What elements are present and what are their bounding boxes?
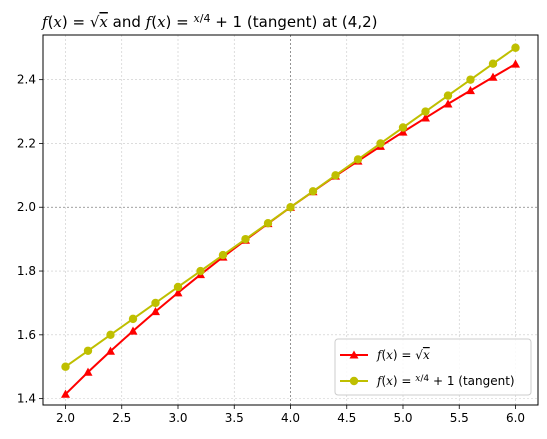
- data-point-triangle: [511, 59, 520, 68]
- y-axis: 1.4 1.6 1.8 2.0 2.2 2.4: [17, 73, 43, 406]
- y-tick-label: 2.0: [17, 200, 36, 214]
- series-tangent: [61, 43, 520, 371]
- data-point-triangle: [421, 113, 430, 122]
- data-point-circle: [443, 91, 453, 100]
- data-point-triangle: [466, 86, 475, 95]
- series-layer: [61, 43, 520, 398]
- data-point-circle: [61, 362, 70, 371]
- x-tick-label: 3.5: [225, 411, 244, 425]
- data-point-circle: [376, 139, 385, 148]
- data-point-circle: [488, 59, 498, 68]
- y-tick-label: 1.8: [17, 264, 36, 278]
- data-point-circle: [286, 203, 295, 212]
- x-axis: 2.0 2.5 3.0 3.5 4.0 4.5 5.0 5.5 6.0: [56, 405, 525, 425]
- data-point-circle: [151, 298, 160, 308]
- data-point-circle: [331, 171, 340, 180]
- data-point-circle: [128, 314, 138, 324]
- x-tick-label: 2.0: [56, 411, 75, 425]
- data-point-circle: [241, 234, 250, 244]
- data-point-triangle: [173, 288, 183, 297]
- data-point-triangle: [488, 72, 498, 81]
- y-tick-label: 1.4: [17, 392, 36, 406]
- y-tick-label: 2.2: [17, 136, 36, 150]
- data-point-circle: [421, 107, 430, 116]
- y-tick-label: 2.4: [17, 73, 36, 87]
- x-tick-label: 3.0: [168, 411, 187, 425]
- legend: f(x) = √x f(x) = x/4 + 1 (tangent): [334, 338, 532, 396]
- x-tick-label: 6.0: [506, 411, 525, 425]
- data-point-circle: [466, 75, 475, 84]
- data-point-triangle: [443, 99, 453, 108]
- data-point-circle: [173, 282, 183, 292]
- x-tick-label: 5.0: [393, 411, 412, 425]
- reference-lines: [43, 35, 538, 405]
- data-point-triangle: [106, 346, 115, 355]
- legend-marker-circle: [349, 376, 359, 386]
- x-tick-label: 2.5: [112, 411, 131, 425]
- chart-title: f(x) = √x and f(x) = x/4 + 1 (tangent) a…: [41, 12, 377, 31]
- data-point-triangle: [61, 389, 70, 398]
- legend-box: [334, 338, 532, 396]
- data-point-circle: [511, 43, 520, 52]
- y-tick-label: 1.6: [17, 328, 36, 342]
- x-tick-label: 5.5: [450, 411, 469, 425]
- data-point-triangle: [83, 367, 93, 376]
- data-point-triangle: [128, 326, 138, 335]
- legend-marker-triangle: [349, 350, 359, 359]
- data-point-circle: [353, 155, 363, 164]
- data-point-circle: [308, 187, 318, 196]
- data-point-circle: [398, 123, 408, 132]
- legend-label-sqrt: f(x) = √x: [376, 348, 430, 362]
- data-point-circle: [218, 250, 228, 260]
- x-tick-label: 4.5: [337, 411, 356, 425]
- x-tick-label: 4.0: [281, 411, 300, 425]
- data-point-circle: [196, 266, 205, 276]
- data-point-circle: [83, 346, 93, 355]
- data-point-circle: [263, 218, 273, 228]
- data-point-triangle: [151, 307, 160, 316]
- legend-label-tangent: f(x) = x/4 + 1 (tangent): [376, 374, 515, 388]
- data-point-circle: [106, 330, 115, 340]
